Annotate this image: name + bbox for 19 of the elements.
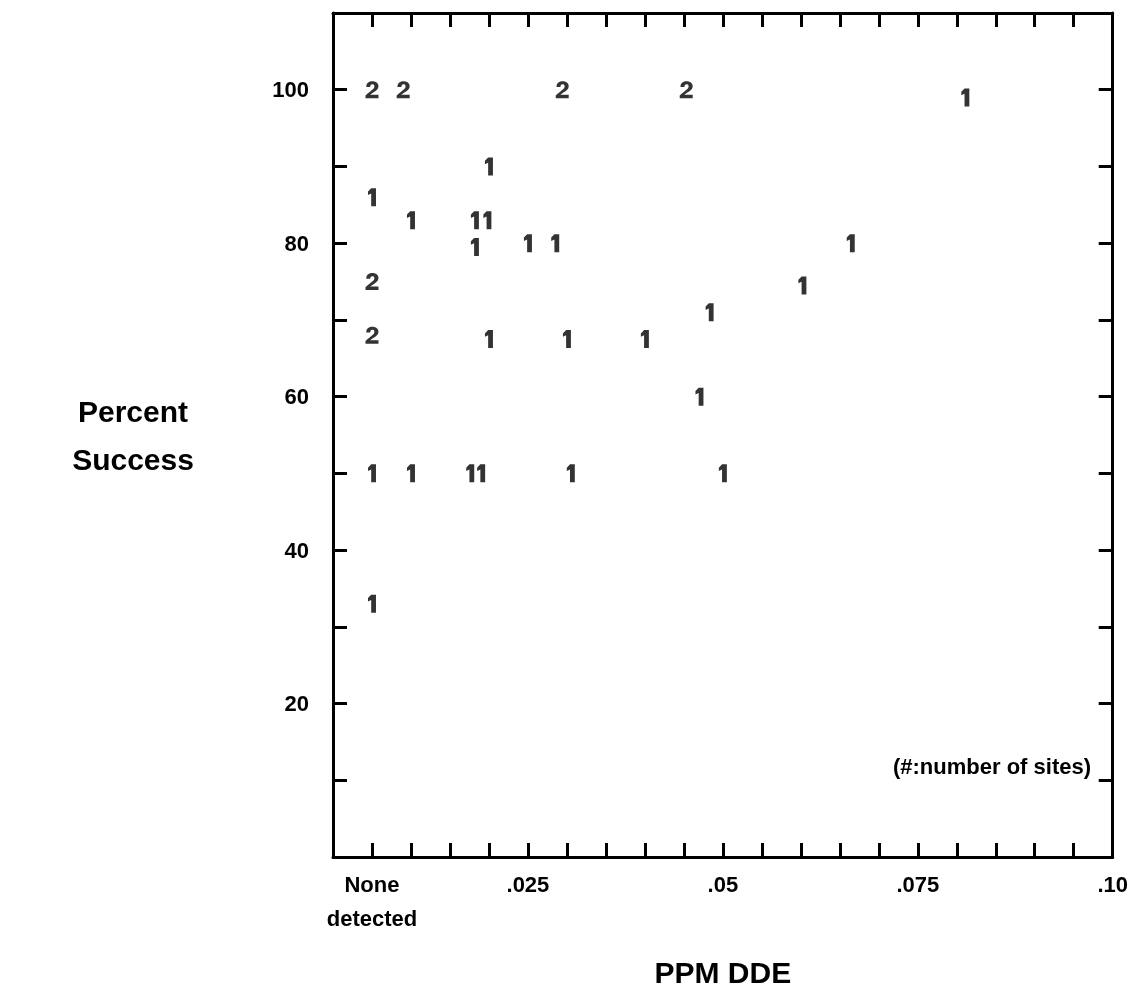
annotation: (#:number of sites) bbox=[892, 753, 1092, 779]
y-tick-label: 20 bbox=[284, 691, 309, 717]
x-tick-label: .075 bbox=[896, 871, 940, 897]
point bbox=[365, 81, 379, 99]
y-tick-label: 100 bbox=[272, 77, 309, 103]
x-tick-label: .05 bbox=[707, 871, 739, 897]
y-axis-title: Percent Success bbox=[72, 394, 194, 476]
y-tick-label: 80 bbox=[284, 230, 309, 256]
point bbox=[396, 81, 410, 99]
x-axis-title: PPM DDE bbox=[654, 955, 792, 989]
x-tick-label: .025 bbox=[506, 871, 550, 897]
point bbox=[365, 326, 379, 344]
x-tick-label: None detected bbox=[326, 871, 418, 931]
point bbox=[365, 273, 379, 291]
point bbox=[555, 81, 569, 99]
y-tick-label: 60 bbox=[284, 384, 309, 410]
x-tick-label: .10 bbox=[1097, 871, 1129, 897]
y-tick-label: 40 bbox=[284, 537, 309, 563]
point bbox=[679, 81, 693, 99]
